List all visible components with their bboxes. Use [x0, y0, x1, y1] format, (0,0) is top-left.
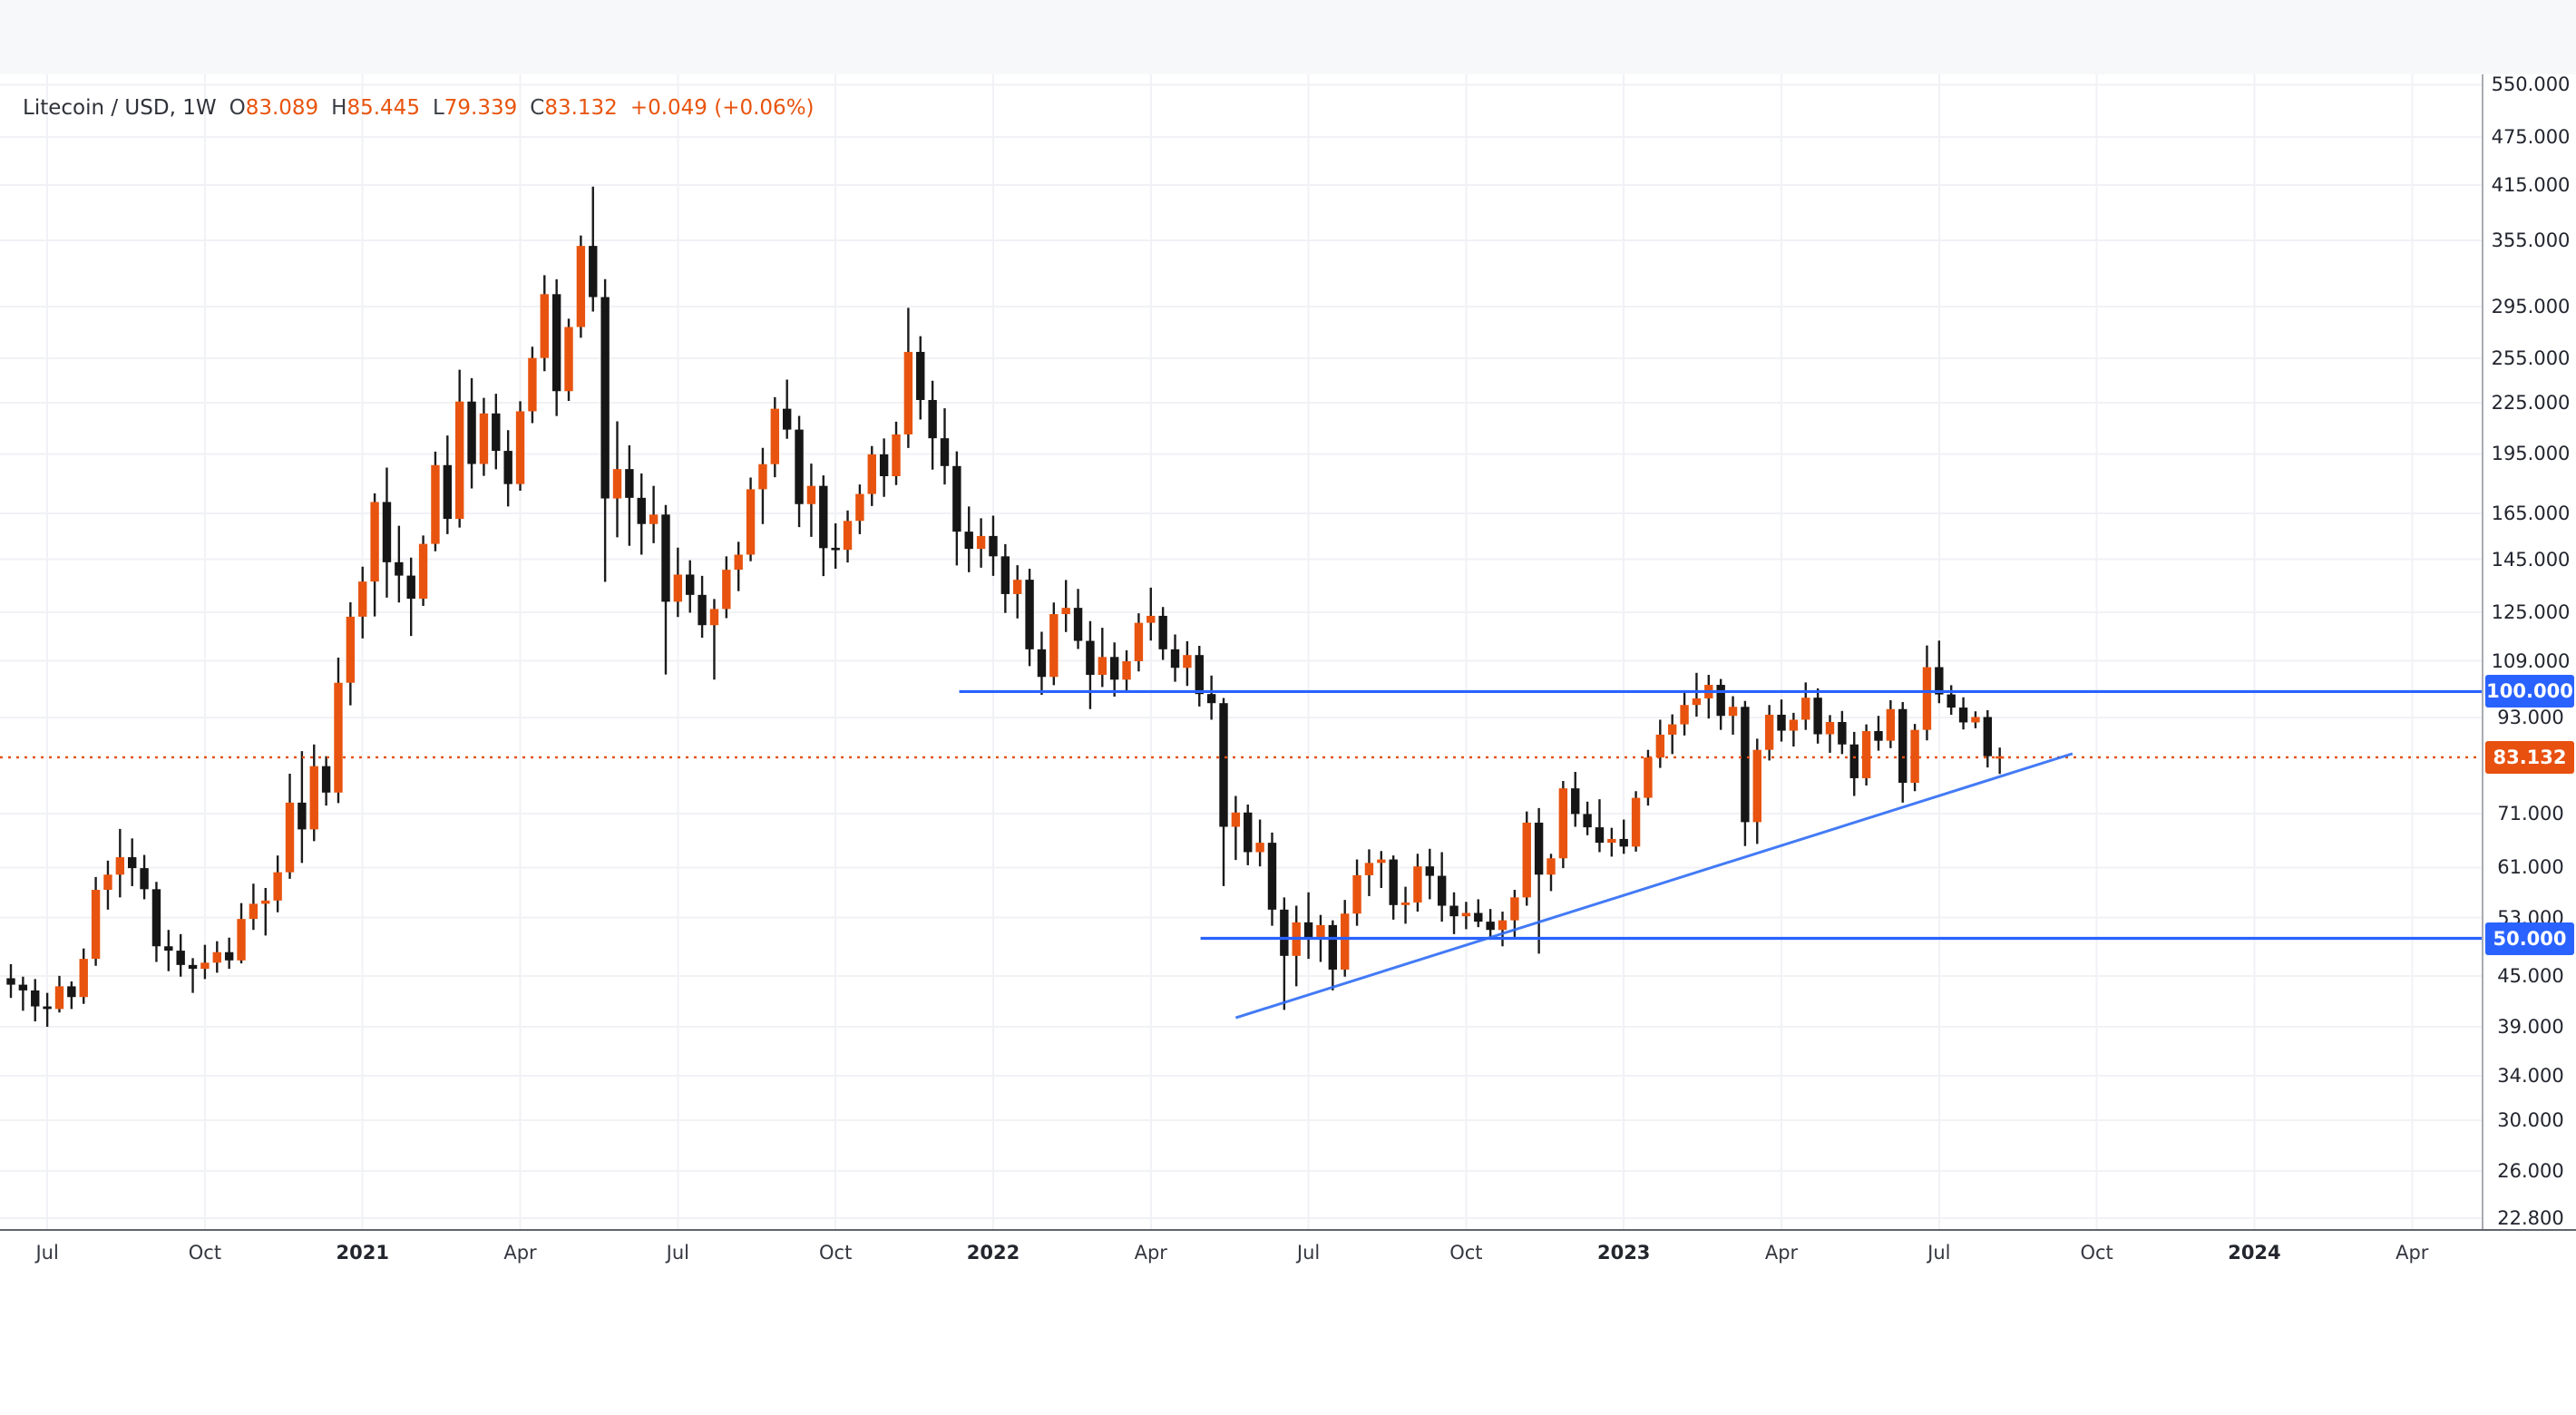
- time-axis-year-label: 2024: [2228, 1242, 2281, 1264]
- time-axis-year-label: 2023: [1596, 1242, 1651, 1264]
- price-tick-label: 30.000: [2497, 1109, 2564, 1132]
- chart-pane[interactable]: [0, 74, 2482, 1229]
- time-axis-month-label: Jul: [1296, 1242, 1321, 1264]
- time-axis[interactable]: [0, 1229, 2576, 1275]
- price-level-badge: 83.132: [2485, 740, 2574, 774]
- price-level-badge: 50.000: [2485, 922, 2574, 955]
- open-value: 83.089: [245, 96, 319, 120]
- symbol-legend: Litecoin / USD, 1W O 83.089 H 85.445 L 79.339 C…: [23, 93, 815, 122]
- price-tick-label: 61.000: [2497, 856, 2564, 879]
- time-axis-month-label: Jul: [666, 1242, 690, 1264]
- low-value: 79.339: [444, 96, 518, 120]
- price-tick-label: 45.000: [2497, 964, 2564, 987]
- price-tick-label: 165.000: [2491, 502, 2571, 524]
- price-tick-label: 475.000: [2491, 125, 2571, 148]
- price-chart-canvas[interactable]: [0, 74, 2482, 1229]
- time-axis-year-label: 2021: [336, 1242, 389, 1264]
- top-band: [0, 0, 2576, 75]
- price-tick-label: 93.000: [2497, 706, 2564, 728]
- price-tick-label: 34.000: [2497, 1064, 2564, 1087]
- time-axis-year-label: 2022: [966, 1242, 1020, 1264]
- price-tick-label: 225.000: [2491, 392, 2571, 415]
- grid: [0, 74, 2482, 1229]
- time-axis-month-label: Jul: [1927, 1242, 1951, 1264]
- price-tick-label: 125.000: [2491, 600, 2571, 623]
- price-tick-label: 415.000: [2491, 173, 2571, 196]
- time-axis-month-label: Jul: [35, 1242, 59, 1264]
- high-label: H: [331, 96, 347, 120]
- time-axis-month-label: Oct: [819, 1242, 853, 1264]
- close-label: C: [530, 96, 545, 120]
- price-tick-label: 39.000: [2497, 1016, 2564, 1039]
- open-label: O: [229, 96, 246, 120]
- time-axis-month-label: Oct: [1449, 1242, 1483, 1264]
- price-tick-label: 109.000: [2491, 649, 2571, 672]
- time-axis-month-label: Oct: [2080, 1242, 2113, 1264]
- price-tick-label: 295.000: [2491, 295, 2571, 317]
- price-tick-label: 255.000: [2491, 346, 2571, 369]
- price-tick-label: 22.800: [2497, 1206, 2564, 1229]
- price-tick-label: 71.000: [2497, 802, 2564, 825]
- time-axis-month-label: Apr: [503, 1242, 537, 1264]
- price-tick-label: 26.000: [2497, 1160, 2564, 1183]
- price-tick-label: 195.000: [2491, 443, 2571, 465]
- low-label: L: [432, 96, 444, 120]
- price-level-badge: 100.000: [2485, 675, 2574, 708]
- candles: [6, 186, 2005, 1028]
- change-value: +0.049 (+0.06%): [629, 96, 815, 120]
- price-tick-label: 550.000: [2491, 73, 2571, 96]
- price-tick-label: 145.000: [2491, 548, 2571, 571]
- high-value: 85.445: [346, 96, 420, 120]
- symbol-title: Litecoin / USD, 1W: [23, 96, 217, 120]
- time-axis-month-label: Apr: [2395, 1242, 2429, 1264]
- close-value: 83.132: [544, 96, 618, 120]
- time-axis-month-label: Apr: [1134, 1242, 1167, 1264]
- footer-band: FXopen® when money makes money: [0, 1274, 2576, 1415]
- price-axis[interactable]: [2482, 74, 2576, 1274]
- price-tick-label: 355.000: [2491, 229, 2571, 252]
- time-axis-month-label: Oct: [188, 1242, 222, 1264]
- ascending-trendline[interactable]: [1234, 752, 2073, 1020]
- time-axis-month-label: Apr: [1764, 1242, 1799, 1264]
